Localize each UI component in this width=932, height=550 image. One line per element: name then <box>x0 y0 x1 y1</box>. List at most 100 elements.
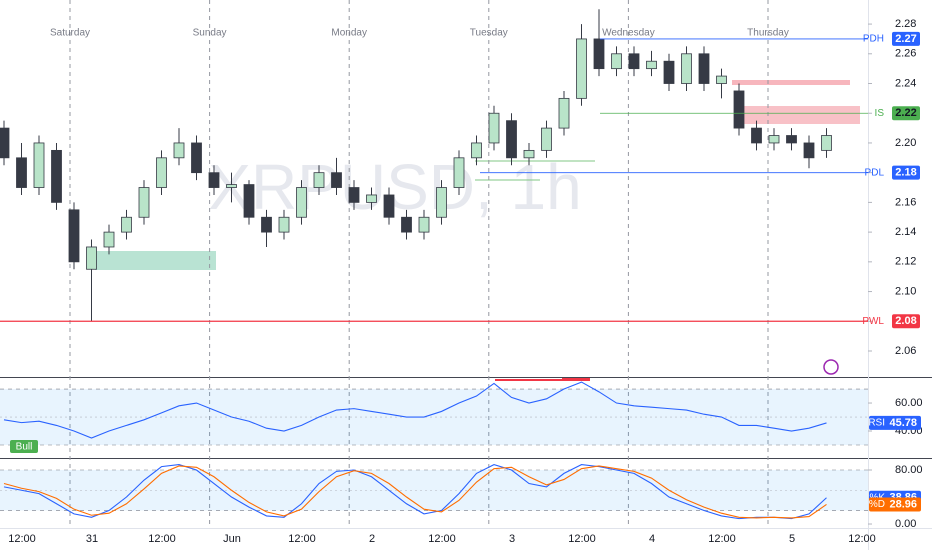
level-badge <box>892 106 920 121</box>
candle-body <box>751 127 762 144</box>
level-name: PDH <box>863 34 884 45</box>
candle-body <box>208 172 220 188</box>
candle-body <box>0 127 10 159</box>
divergence-marker <box>562 377 590 381</box>
candle-body <box>173 142 185 159</box>
candle-body <box>471 142 482 159</box>
y-tick-label: 2.28 <box>895 18 916 30</box>
indicator-line <box>3 465 827 519</box>
candle-body <box>121 216 132 233</box>
y-tick-label: 60.00 <box>895 397 923 409</box>
level-name: PDL <box>865 167 885 178</box>
x-tick-label: 31 <box>86 533 98 545</box>
x-tick-label: 12:00 <box>708 533 736 545</box>
demand-zone <box>95 251 216 270</box>
value-badge <box>869 415 921 430</box>
candle-body <box>646 60 657 70</box>
candle-body <box>226 184 237 188</box>
candle-body <box>261 216 272 233</box>
candle-body <box>558 97 570 129</box>
signal-badge <box>10 440 38 453</box>
supply-zone <box>735 106 860 124</box>
candle-body <box>716 75 727 84</box>
session-label: Monday <box>331 28 367 39</box>
y-tick-label: 2.10 <box>895 285 916 297</box>
x-tick-label: 4 <box>649 533 655 545</box>
candle-body <box>401 216 412 233</box>
session-label: Tuesday <box>470 28 508 39</box>
level-value: 2.08 <box>895 315 916 327</box>
badge-label: RSI <box>868 418 885 429</box>
level-name: PWL <box>862 316 884 327</box>
indicator-band <box>0 470 868 511</box>
y-tick-label: 2.06 <box>895 345 916 357</box>
badge-value: 28.96 <box>889 498 917 510</box>
level-badge <box>892 31 920 46</box>
candle-body <box>611 53 622 70</box>
x-tick-label: Jun <box>223 533 241 545</box>
candle-body <box>576 38 587 99</box>
candle-body <box>278 216 290 233</box>
value-badge <box>869 497 921 512</box>
badge-value: 45.78 <box>889 417 917 429</box>
y-tick-label: 2.20 <box>895 137 916 149</box>
candle-body <box>803 142 815 159</box>
x-tick-label: 5 <box>789 533 795 545</box>
y-tick-label: 2.26 <box>895 48 916 60</box>
level-badge <box>892 165 920 180</box>
candle-body <box>296 187 307 218</box>
y-tick-label: 2.12 <box>895 256 916 268</box>
y-tick-label: 0.00 <box>895 518 916 530</box>
y-tick-label: 2.24 <box>895 77 916 89</box>
candle-body <box>191 142 202 174</box>
candle-body <box>733 90 745 129</box>
y-tick-label: 80.00 <box>895 464 923 476</box>
candle-body <box>593 38 605 70</box>
alert-icon[interactable] <box>823 359 839 375</box>
x-tick-label: 12:00 <box>8 533 36 545</box>
candle-body <box>16 157 27 188</box>
session-label: Sunday <box>193 28 227 39</box>
candle-body <box>418 216 430 233</box>
candle-body <box>86 246 97 270</box>
x-tick-label: 2 <box>369 533 375 545</box>
candle-body <box>366 194 377 203</box>
x-tick-label: 12:00 <box>288 533 316 545</box>
level-value: 2.22 <box>895 107 916 119</box>
candle-body <box>243 184 255 218</box>
candle-body <box>786 135 797 144</box>
y-tick-label: 2.16 <box>895 196 916 208</box>
candle-body <box>541 127 552 151</box>
level-badge <box>892 314 920 329</box>
supply-zone <box>732 80 850 85</box>
candle-body <box>348 187 360 203</box>
candle-body <box>138 187 150 218</box>
candle-body <box>821 135 832 151</box>
candle-body <box>33 142 45 188</box>
candle-body <box>768 135 780 144</box>
candle-body <box>681 53 692 84</box>
x-tick-label: 12:00 <box>428 533 456 545</box>
x-tick-label: 12:00 <box>848 533 876 545</box>
level-name: IS <box>875 108 885 119</box>
indicator-line <box>3 464 827 520</box>
x-tick-label: 12:00 <box>568 533 596 545</box>
indicator-band <box>0 389 868 445</box>
level-value: 2.27 <box>895 33 916 45</box>
session-label: Saturday <box>50 28 90 39</box>
signal-label: Bull <box>16 442 33 453</box>
candle-body <box>663 60 675 84</box>
x-tick-label: 12:00 <box>148 533 176 545</box>
candle-body <box>103 231 115 248</box>
candle-body <box>453 157 465 188</box>
candle-body <box>506 120 517 159</box>
level-value: 2.18 <box>895 167 916 179</box>
candle-body <box>331 172 342 188</box>
watermark: XRPUSD, 1h <box>208 151 581 223</box>
indicator-line <box>3 381 827 439</box>
x-tick-label: 3 <box>509 533 515 545</box>
badge-label: %D <box>869 499 885 510</box>
candle-body <box>68 209 80 263</box>
session-label: Thursday <box>747 28 789 39</box>
